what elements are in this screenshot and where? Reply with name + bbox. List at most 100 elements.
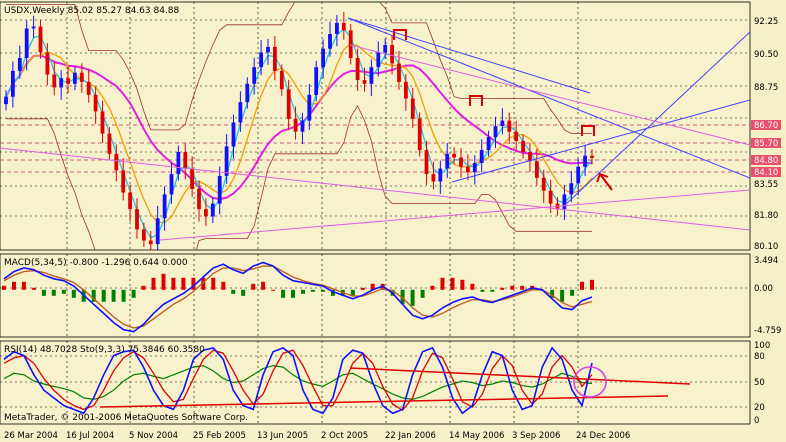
macd-histogram-bar xyxy=(580,281,584,290)
macd-histogram-bar xyxy=(151,277,156,290)
candle xyxy=(424,150,429,175)
time-tick: 3 Sep 2006 xyxy=(512,431,560,441)
macd-histogram-bar xyxy=(440,277,445,290)
candle xyxy=(66,78,70,84)
candle xyxy=(24,28,29,58)
macd-histogram-bar xyxy=(350,289,355,296)
time-tick: 22 Jan 2006 xyxy=(385,431,436,441)
trendline-pink-down xyxy=(0,147,750,231)
macd-histogram-bar xyxy=(550,289,555,298)
macd-histogram-bar xyxy=(360,287,365,290)
candle xyxy=(190,168,194,189)
candle xyxy=(238,102,243,123)
svg-text:84.10: 84.10 xyxy=(754,168,778,178)
macd-chart xyxy=(2,261,594,333)
macd-histogram-bar xyxy=(370,283,375,290)
candle xyxy=(514,131,519,141)
candle xyxy=(86,81,91,95)
fractal-marker xyxy=(469,95,483,106)
candle xyxy=(45,52,50,75)
upper-band xyxy=(6,2,592,134)
rsi-tick: 50 xyxy=(754,378,765,388)
macd-histogram-bar xyxy=(71,289,76,298)
candle xyxy=(73,72,77,84)
macd-histogram-bar xyxy=(231,289,236,294)
candle xyxy=(245,83,250,103)
macd-histogram-bar xyxy=(111,289,116,302)
candle xyxy=(321,48,325,68)
candle xyxy=(100,111,105,134)
candle xyxy=(11,70,15,97)
candle xyxy=(500,120,505,127)
macd-histogram-bar xyxy=(420,289,425,298)
fractal-marker xyxy=(393,29,407,40)
macd-histogram-bar xyxy=(61,289,66,294)
price-tag-84-10: 84.10 xyxy=(751,167,781,178)
price-tick: 83.55 xyxy=(754,180,778,190)
candle xyxy=(348,30,353,58)
candle xyxy=(528,152,532,162)
candle xyxy=(135,209,139,230)
candle xyxy=(335,22,339,34)
svg-text:84.80: 84.80 xyxy=(754,156,778,166)
candle xyxy=(176,152,181,175)
rsi-panel[interactable] xyxy=(0,341,750,424)
macd-histogram-bar xyxy=(21,281,26,290)
macd-histogram-bar xyxy=(41,289,46,296)
up-arrow xyxy=(599,173,613,191)
candle xyxy=(300,120,305,132)
rsi-chart xyxy=(3,346,691,415)
rsi-tick: 0 xyxy=(754,416,759,426)
macd-histogram-bar xyxy=(251,283,256,290)
candle xyxy=(383,45,388,53)
macd-histogram-bar xyxy=(480,289,485,292)
time-tick: 16 Jul 2004 xyxy=(66,431,114,441)
candle xyxy=(535,161,539,178)
candle xyxy=(128,192,132,210)
candle xyxy=(59,78,64,88)
price-tick: 92.25 xyxy=(754,17,778,27)
price-axis: 92.25 90.50 88.75 83.55 81.80 80.10 xyxy=(754,17,778,252)
rsi-header: RSI(14) 48.7028 Sto(9,3,3) 75.3846 60.35… xyxy=(4,345,205,355)
candle xyxy=(204,209,208,217)
macd-histogram-bar xyxy=(241,289,246,296)
macd-tick: 3.494 xyxy=(754,256,778,266)
price-tag-86-70: 86.70 xyxy=(751,120,781,131)
mid-moving-average xyxy=(5,42,593,224)
macd-histogram-bar xyxy=(330,289,335,296)
macd-histogram-bar xyxy=(12,281,16,290)
candle xyxy=(548,190,553,204)
time-tick: 5 Nov 2004 xyxy=(129,431,178,441)
time-tick: 13 Jun 2005 xyxy=(257,431,308,441)
macd-histogram-bar xyxy=(410,289,415,306)
candle xyxy=(479,150,484,163)
trendline-pink-up xyxy=(159,189,750,241)
main-panel[interactable] xyxy=(0,2,750,250)
trendline-resistance xyxy=(347,17,750,179)
macd-histogram-bar xyxy=(221,281,226,290)
candle xyxy=(273,46,277,71)
stoch-k-line xyxy=(3,346,593,415)
candle xyxy=(17,58,22,71)
macd-tick: 0.00 xyxy=(754,284,773,294)
macd-histogram-bar xyxy=(181,277,186,290)
macd-histogram-bar xyxy=(91,289,96,302)
candle xyxy=(293,118,298,132)
macd-histogram-bar xyxy=(310,289,315,292)
time-tick: 26 Mar 2004 xyxy=(4,431,58,441)
price-tick: 88.75 xyxy=(754,83,778,93)
candle xyxy=(231,122,236,147)
rsi-tick: 20 xyxy=(754,403,765,413)
time-tick: 14 May 2006 xyxy=(449,431,504,441)
macd-histogram-bar xyxy=(560,289,565,302)
svg-text:85.70: 85.70 xyxy=(754,139,778,149)
macd-histogram-bar xyxy=(171,277,176,290)
candle xyxy=(459,157,463,167)
candle xyxy=(431,174,436,182)
candle xyxy=(266,46,270,53)
macd-histogram-bar xyxy=(510,285,515,290)
up-arrow-head xyxy=(596,172,609,183)
candle xyxy=(210,203,215,217)
time-axis: 26 Mar 2004 16 Jul 2004 5 Nov 2004 25 Fe… xyxy=(4,431,630,441)
